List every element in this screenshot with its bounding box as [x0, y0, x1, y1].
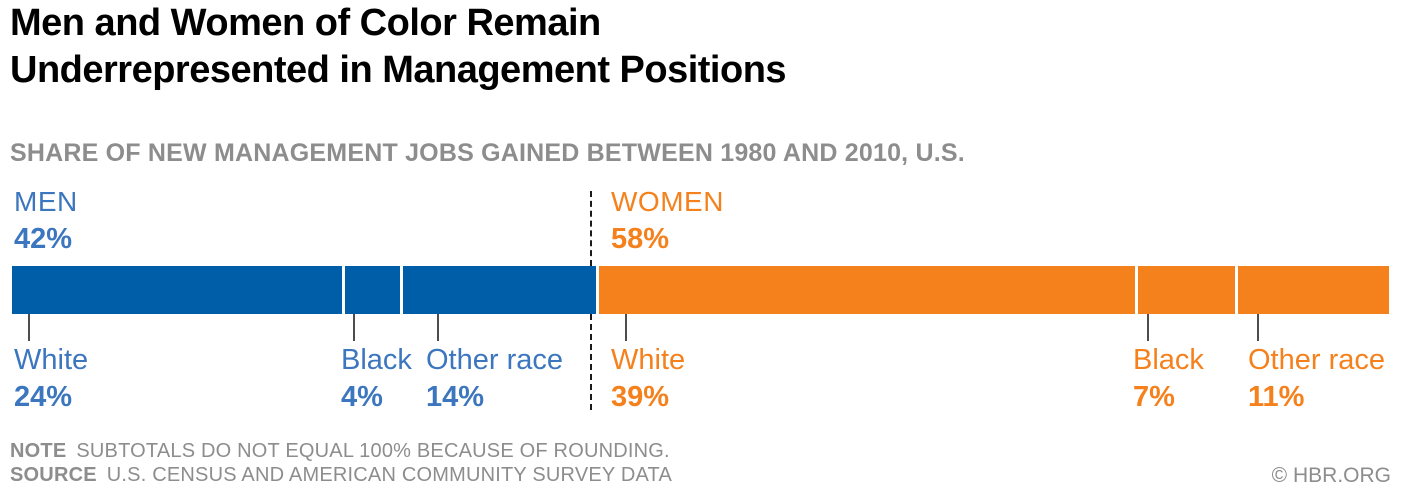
segment-percent: 4% — [341, 381, 383, 413]
segment-name: White — [14, 344, 89, 376]
source-line: SOURCE U.S. CENSUS AND AMERICAN COMMUNITY… — [10, 464, 672, 487]
note-label: NOTE — [10, 440, 67, 462]
women-group-label: WOMEN 58% — [611, 186, 724, 256]
women-group-total: 58% — [611, 223, 670, 255]
men-group-label: MEN 42% — [14, 186, 78, 256]
men-group-total: 42% — [14, 223, 73, 255]
segment-percent: 11% — [1248, 381, 1305, 413]
bar-segment-women-black — [1138, 266, 1235, 314]
hbr-org-credit: © HBR.ORG — [1271, 464, 1391, 487]
stacked-bar — [12, 266, 1389, 314]
leader-line-men-black — [353, 314, 355, 341]
segment-percent: 7% — [1133, 381, 1175, 413]
bar-segment-men-other-race — [403, 266, 596, 314]
title-line-1: Men and Women of Color Remain — [10, 2, 601, 44]
segment-label-men-black: Black 4% — [341, 344, 412, 414]
chart-subtitle: SHARE OF NEW MANAGEMENT JOBS GAINED BETW… — [10, 139, 965, 167]
source-text: U.S. CENSUS AND AMERICAN COMMUNITY SURVE… — [106, 464, 673, 486]
segment-name: Other race — [1248, 344, 1385, 376]
note-line: NOTE SUBTOTALS DO NOT EQUAL 100% BECAUSE … — [10, 440, 670, 463]
title-line-2: Underrepresented in Management Positions — [10, 49, 787, 91]
source-label: SOURCE — [10, 464, 97, 486]
segment-label-women-black: Black 7% — [1133, 344, 1204, 414]
segment-name: Black — [1133, 344, 1204, 376]
bar-segment-women-white — [598, 266, 1136, 314]
leader-line-men-other-race — [437, 314, 439, 341]
men-group-name: MEN — [14, 186, 78, 217]
men-women-divider-dash-bottom — [590, 314, 592, 410]
segment-name: Black — [341, 344, 412, 376]
segment-name: White — [611, 344, 686, 376]
leader-line-women-other-race — [1257, 314, 1259, 341]
women-group-name: WOMEN — [611, 186, 724, 217]
leader-line-women-white — [625, 314, 627, 341]
segment-label-women-white: White 39% — [611, 344, 685, 414]
bar-segment-men-black — [345, 266, 401, 314]
bar-segment-men-white — [12, 266, 343, 314]
segment-label-men-white: White 24% — [14, 344, 88, 414]
segment-percent: 14% — [426, 381, 485, 413]
segment-name: Other race — [426, 344, 563, 376]
segment-label-men-other-race: Other race 14% — [426, 344, 563, 414]
leader-line-women-black — [1147, 314, 1149, 341]
segment-percent: 39% — [611, 381, 670, 413]
segment-percent: 24% — [14, 381, 73, 413]
leader-line-men-white — [28, 314, 30, 341]
note-text: SUBTOTALS DO NOT EQUAL 100% BECAUSE OF R… — [76, 440, 670, 462]
chart-title: Men and Women of Color Remain Underrepres… — [10, 0, 787, 94]
segment-label-women-other-race: Other race 11% — [1248, 344, 1385, 414]
bar-segment-women-other-race — [1237, 266, 1389, 314]
men-women-divider-dash-top — [590, 191, 592, 266]
